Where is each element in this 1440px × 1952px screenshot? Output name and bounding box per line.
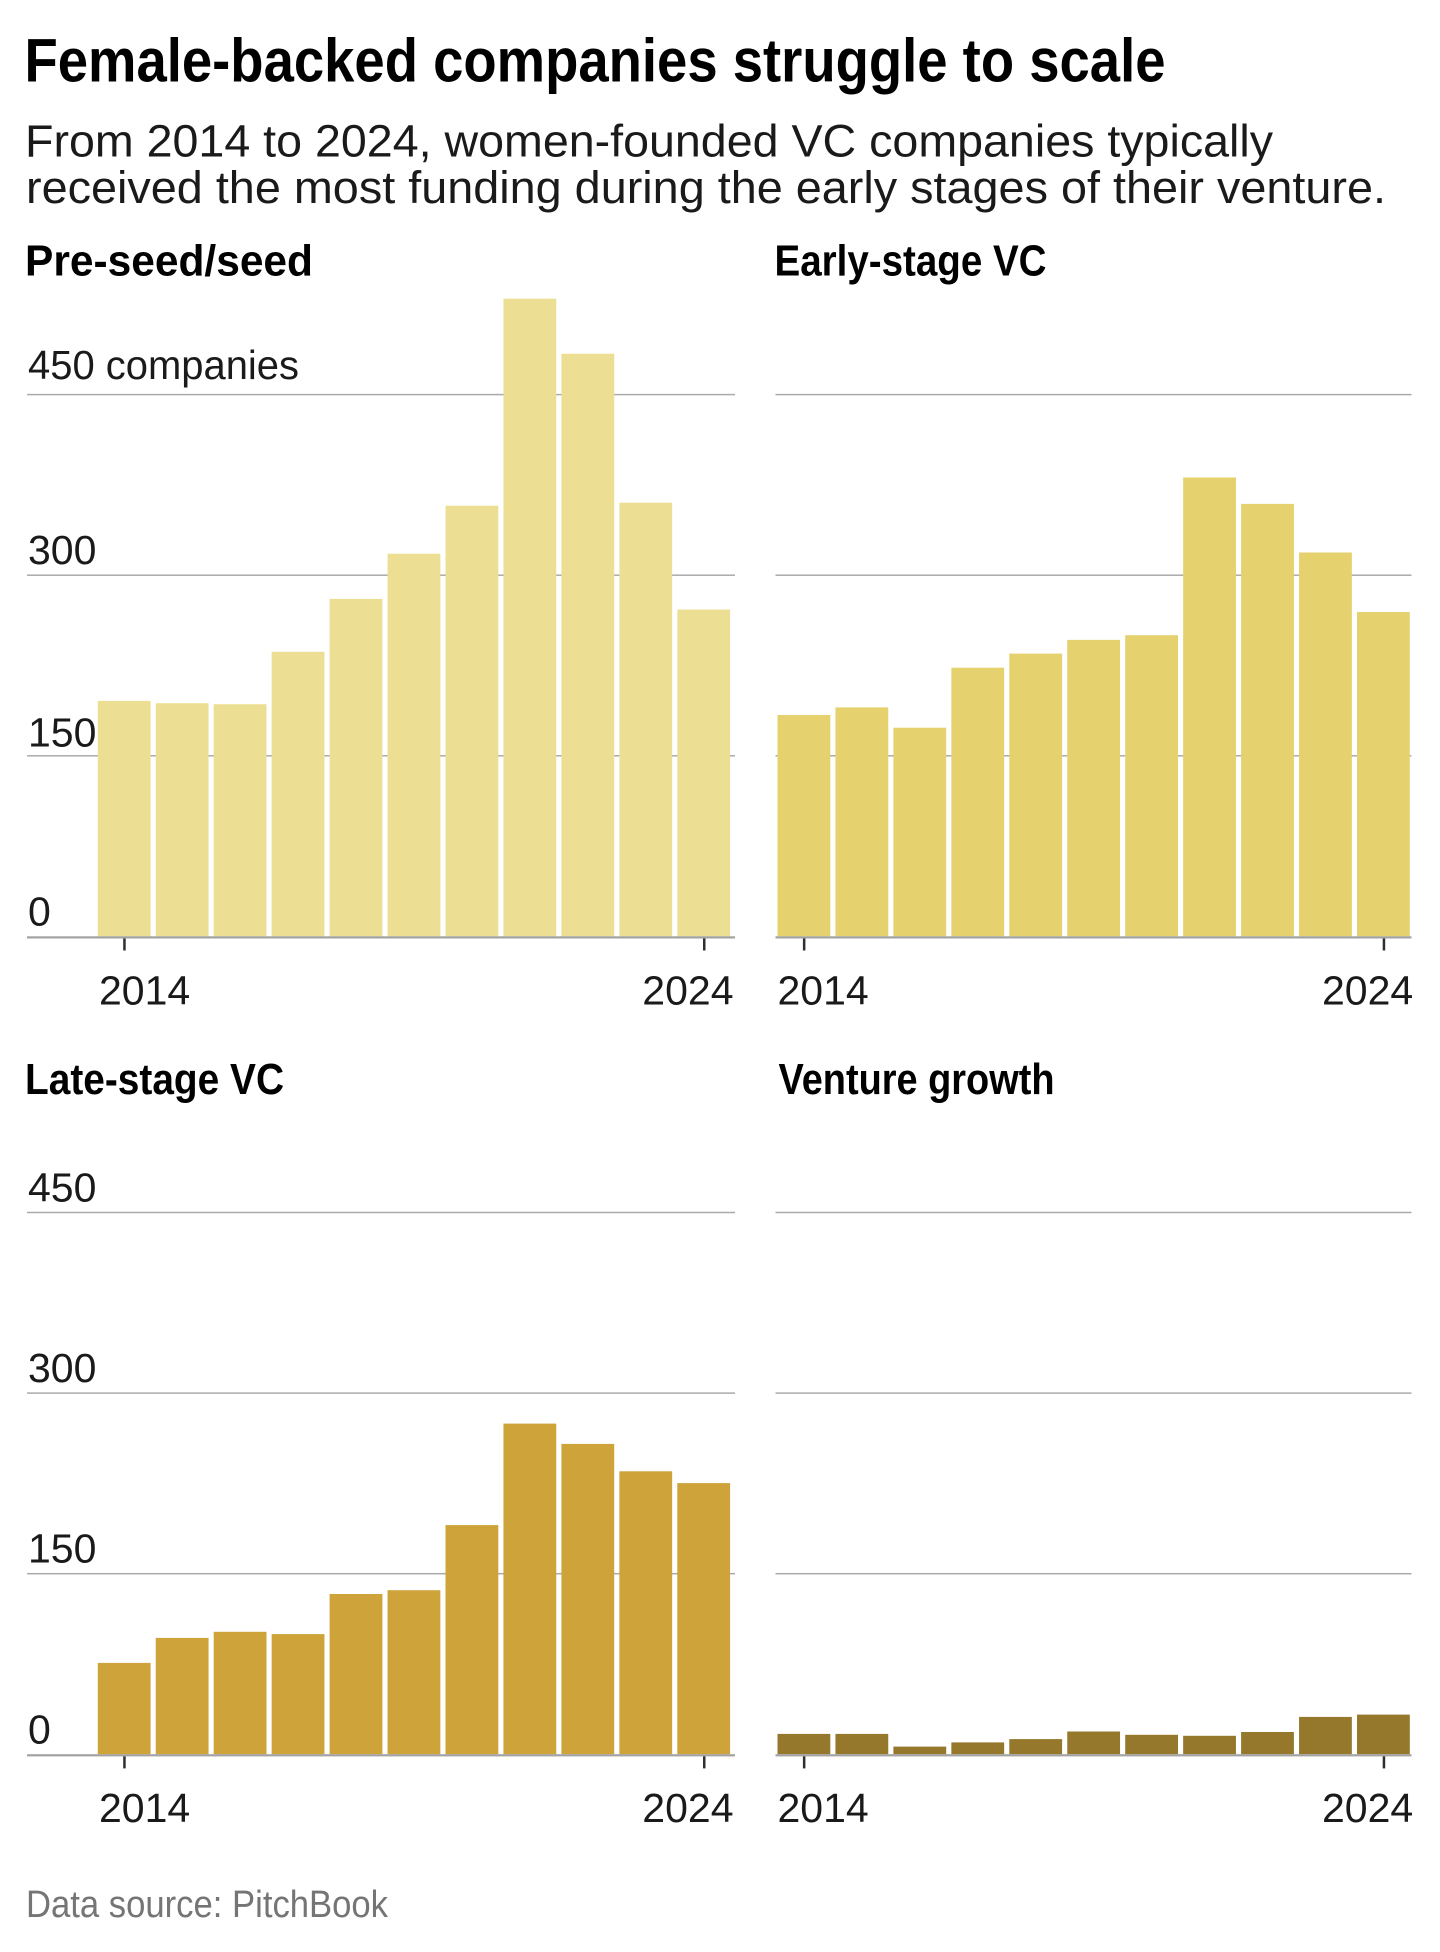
svg-text:2014: 2014: [778, 967, 869, 1013]
svg-text:450 companies: 450 companies: [28, 342, 299, 388]
svg-text:Female-backed companies strugg: Female-backed companies struggle to scal…: [25, 27, 1166, 95]
svg-text:0: 0: [28, 889, 51, 935]
svg-text:received the most funding duri: received the most funding during the ear…: [26, 162, 1386, 213]
svg-text:Pre-seed/seed: Pre-seed/seed: [25, 237, 313, 286]
svg-text:2024: 2024: [1322, 967, 1413, 1013]
svg-text:150: 150: [28, 709, 96, 755]
svg-text:450: 450: [28, 1164, 96, 1210]
svg-text:From 2014 to 2024, women-found: From 2014 to 2024, women-founded VC comp…: [25, 116, 1274, 167]
svg-text:2024: 2024: [1322, 1785, 1413, 1831]
svg-text:Venture growth: Venture growth: [779, 1055, 1055, 1104]
svg-text:2024: 2024: [642, 967, 733, 1013]
svg-text:0: 0: [28, 1707, 51, 1753]
svg-text:2014: 2014: [99, 1785, 190, 1831]
svg-text:2024: 2024: [642, 1785, 733, 1831]
svg-text:300: 300: [28, 527, 96, 573]
svg-text:300: 300: [28, 1345, 96, 1391]
svg-text:Late-stage VC: Late-stage VC: [25, 1055, 284, 1104]
svg-text:2014: 2014: [99, 967, 190, 1013]
svg-text:Early-stage VC: Early-stage VC: [775, 237, 1047, 286]
svg-text:2014: 2014: [778, 1785, 869, 1831]
svg-text:Data source: PitchBook: Data source: PitchBook: [26, 1884, 389, 1926]
svg-text:150: 150: [28, 1526, 96, 1572]
